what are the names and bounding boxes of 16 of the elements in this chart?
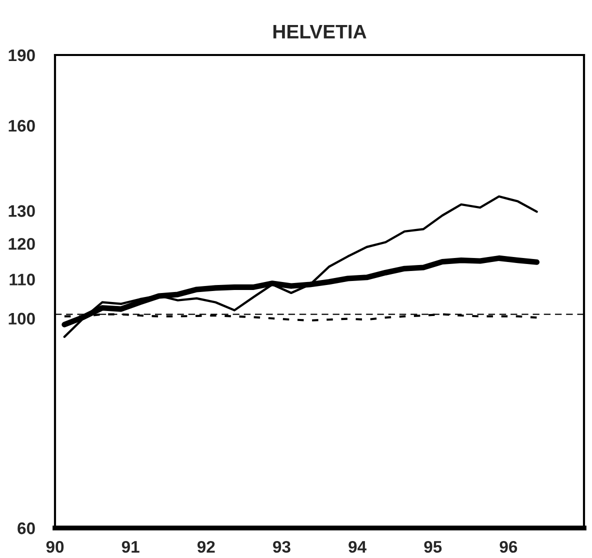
y-tick-label: 160	[8, 120, 35, 132]
line-series	[63, 195, 538, 338]
x-tick-label: 95	[424, 540, 442, 553]
x-tick-label: 94	[348, 540, 366, 553]
y-tick-label: 60	[18, 522, 35, 534]
y-tick-label: 100	[8, 312, 35, 325]
y-tick-label: 120	[8, 238, 35, 250]
y-tick-label: 110	[10, 274, 35, 286]
x-tick-label: 93	[273, 540, 290, 553]
x-tick-label: 96	[500, 540, 518, 553]
y-tick-label: 130	[8, 205, 35, 217]
x-tick-label: 90	[46, 540, 64, 553]
y-tick-label: 190	[8, 49, 35, 62]
x-tick-label: 92	[197, 540, 215, 553]
x-tick-label: 91	[122, 540, 140, 553]
chart-title: HELVETIA	[273, 24, 366, 38]
